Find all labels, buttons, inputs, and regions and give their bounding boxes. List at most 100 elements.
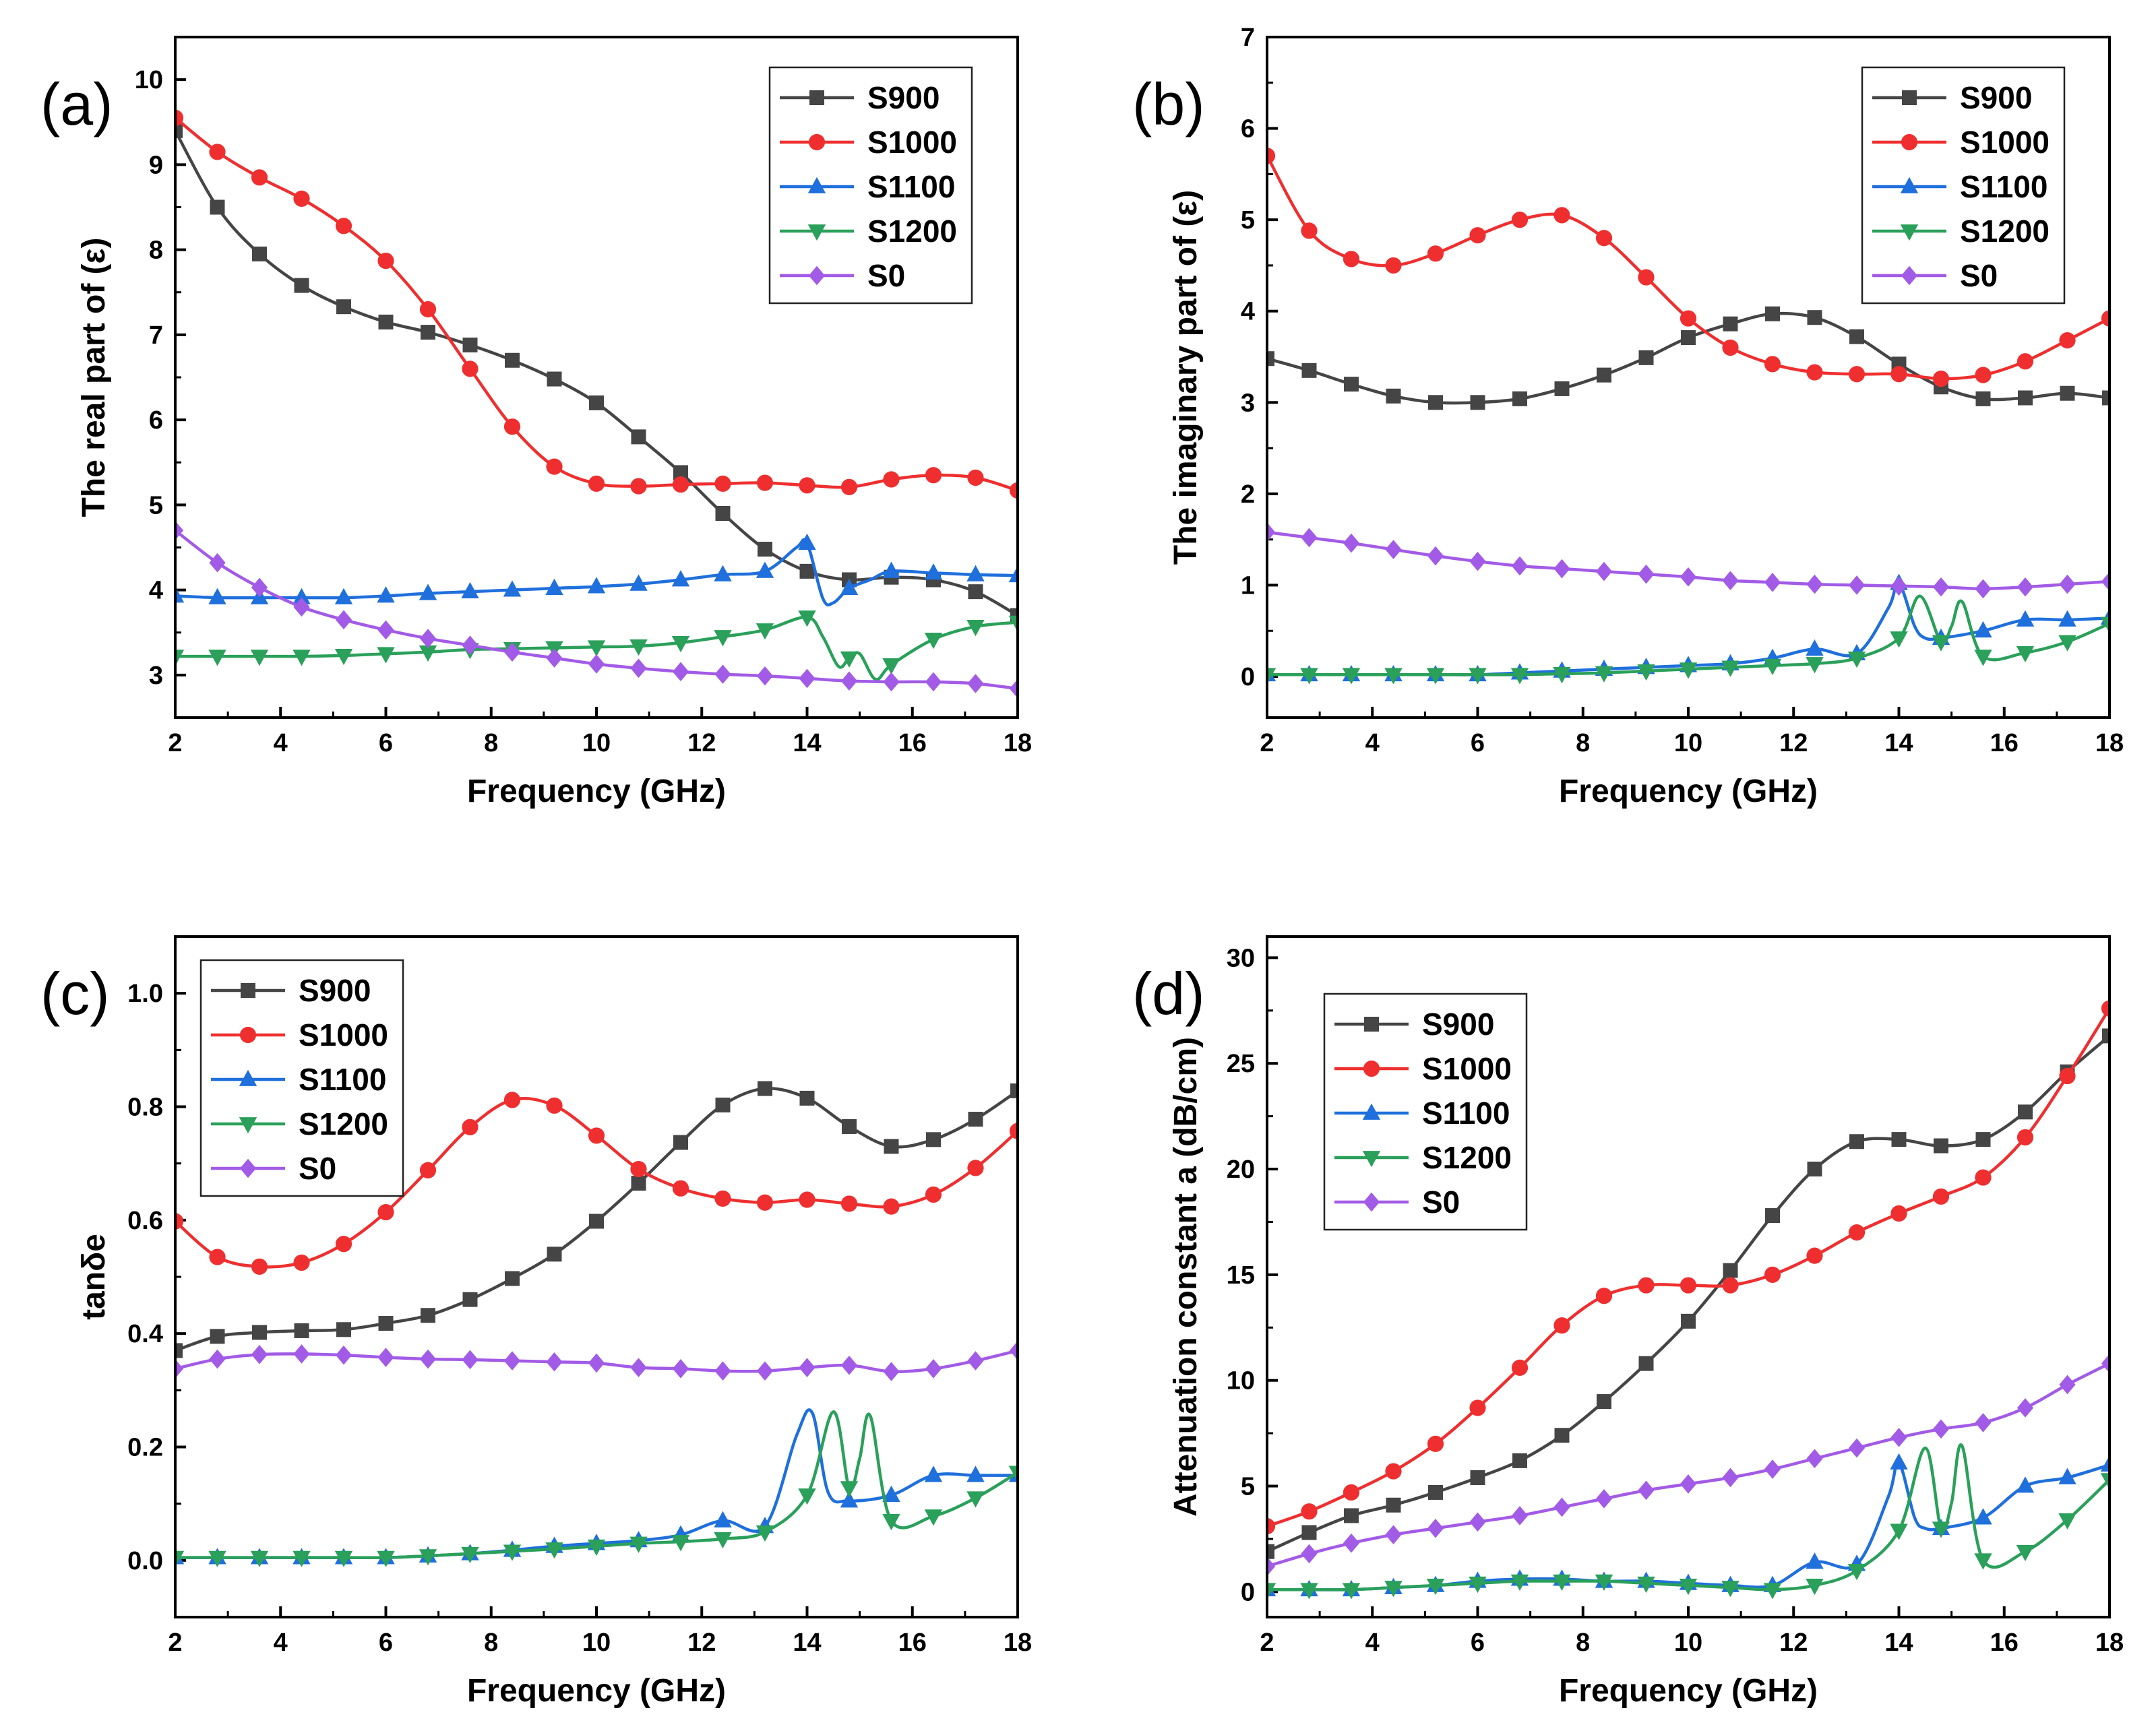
legend-box — [1323, 992, 1528, 1231]
data-point-s1200 — [966, 620, 985, 637]
data-point-s1100 — [882, 1485, 900, 1502]
x-tick-label: 10 — [582, 729, 611, 757]
data-point-s0 — [1595, 1489, 1613, 1509]
data-point-s1100 — [1974, 621, 1992, 638]
data-point-s1200 — [924, 632, 943, 650]
data-point-s1000 — [2059, 332, 2076, 349]
data-point-s0 — [1511, 1506, 1529, 1525]
data-point-s1000 — [377, 1203, 394, 1221]
data-point-s1200 — [1553, 667, 1571, 684]
data-point-s0 — [840, 1356, 858, 1375]
data-point-s1000 — [1469, 1399, 1486, 1416]
data-point-s0 — [1638, 564, 1655, 584]
data-point-s1200 — [1847, 651, 1866, 668]
series-line-s900 — [177, 1087, 1016, 1352]
data-point-s900 — [1765, 1208, 1780, 1224]
x-axis-title: Frequency (GHz) — [467, 1673, 726, 1709]
legend-label-s0: S0 — [867, 258, 905, 293]
chart-panel-d: (d) 2 4 6 8 10 12 14 16 18 0 5 10 15 20 25 30 Frequency (… — [1132, 935, 2124, 1709]
series-line-s1200 — [1268, 1443, 2108, 1592]
data-point-s1000 — [1343, 251, 1360, 267]
data-point-s1200 — [587, 1539, 606, 1556]
data-point-s1200 — [1510, 1574, 1529, 1591]
legend-marker-s0 — [1901, 265, 1918, 286]
data-point-s1000 — [1806, 364, 1823, 381]
data-point-s0 — [1553, 559, 1570, 579]
plot-area — [1268, 1000, 2108, 1600]
data-point-s1200 — [1300, 1583, 1318, 1600]
data-point-s1000 — [335, 218, 352, 234]
data-point-s1200 — [503, 1544, 522, 1561]
x-tick-label: 12 — [1779, 1629, 1808, 1657]
data-point-s1200 — [587, 640, 606, 657]
data-point-s900 — [926, 1132, 941, 1147]
data-point-s1100 — [798, 533, 816, 550]
data-point-s1100 — [840, 578, 859, 595]
data-point-s1100 — [840, 1491, 859, 1508]
data-point-s1200 — [629, 639, 648, 656]
legend-marker-s900 — [1364, 1017, 1379, 1032]
data-point-s1000 — [2059, 1067, 2076, 1085]
data-point-s0 — [377, 620, 394, 640]
data-point-s1100 — [461, 581, 479, 599]
data-point-s1000 — [1469, 227, 1486, 244]
data-point-s1200 — [966, 1491, 985, 1508]
data-point-s1200 — [756, 1525, 774, 1542]
data-point-s0 — [209, 1349, 226, 1369]
data-point-s900 — [378, 1316, 394, 1331]
data-point-s1200 — [1890, 631, 1908, 648]
data-point-s1000 — [293, 1254, 310, 1271]
data-point-s900 — [294, 1323, 309, 1338]
data-point-s1200 — [177, 1550, 185, 1565]
data-point-s1200 — [714, 630, 732, 647]
legend-marker-s1100 — [807, 177, 826, 193]
data-point-s1000 — [588, 1127, 605, 1144]
data-point-s1200 — [1637, 1576, 1655, 1594]
data-point-s0 — [1680, 1474, 1697, 1494]
x-tick-label: 6 — [379, 1629, 393, 1657]
y-tick-label: 30 — [1227, 944, 1255, 972]
data-point-s1100 — [1806, 1552, 1824, 1569]
x-tick-label: 16 — [1990, 1629, 2019, 1657]
x-tick-label: 10 — [1674, 1629, 1702, 1657]
data-point-s1200 — [882, 658, 900, 675]
data-point-s1100 — [2100, 1457, 2108, 1472]
y-tick-label: 5 — [1241, 1473, 1255, 1501]
data-point-s1100 — [334, 588, 353, 604]
y-axis-title: The real part of (ε) — [76, 238, 112, 517]
data-point-s1200 — [1553, 1574, 1571, 1591]
data-point-s1100 — [924, 1466, 943, 1482]
data-point-s900 — [1723, 1263, 1738, 1278]
data-point-s1000 — [251, 169, 268, 186]
data-point-s0 — [1511, 556, 1529, 576]
data-point-s0 — [2059, 1375, 2076, 1395]
data-point-s0 — [967, 1351, 984, 1370]
panel-letter: (a) — [40, 71, 113, 137]
data-point-s1200 — [1806, 1579, 1824, 1596]
data-point-s1200 — [1268, 668, 1276, 682]
data-point-s1200 — [1510, 668, 1529, 685]
data-point-s1000 — [1975, 367, 1992, 383]
legend-marker-s900 — [1902, 90, 1917, 105]
data-point-s1100 — [671, 570, 690, 587]
data-point-s1000 — [1301, 1503, 1318, 1520]
data-point-s0 — [377, 1348, 394, 1367]
data-point-s1000 — [756, 474, 774, 491]
data-point-s1000 — [1638, 269, 1655, 286]
data-point-s900 — [1428, 395, 1443, 410]
data-point-s1000 — [1890, 366, 1907, 383]
x-axis-title: Frequency (GHz) — [1559, 1673, 1818, 1709]
legend-marker-s1000 — [239, 1026, 257, 1044]
data-point-s900 — [1681, 1313, 1696, 1329]
data-point-s1200 — [1426, 668, 1445, 685]
data-point-s1000 — [546, 458, 563, 475]
legend-label-s1200: S1200 — [299, 1106, 388, 1141]
data-point-s0 — [630, 1358, 647, 1377]
data-point-s0 — [251, 577, 268, 598]
data-point-s1000 — [714, 1190, 731, 1207]
data-point-s900 — [177, 1343, 183, 1358]
data-point-s900 — [1681, 330, 1696, 346]
data-point-s900 — [1470, 1470, 1485, 1485]
data-point-s1100 — [587, 577, 606, 594]
